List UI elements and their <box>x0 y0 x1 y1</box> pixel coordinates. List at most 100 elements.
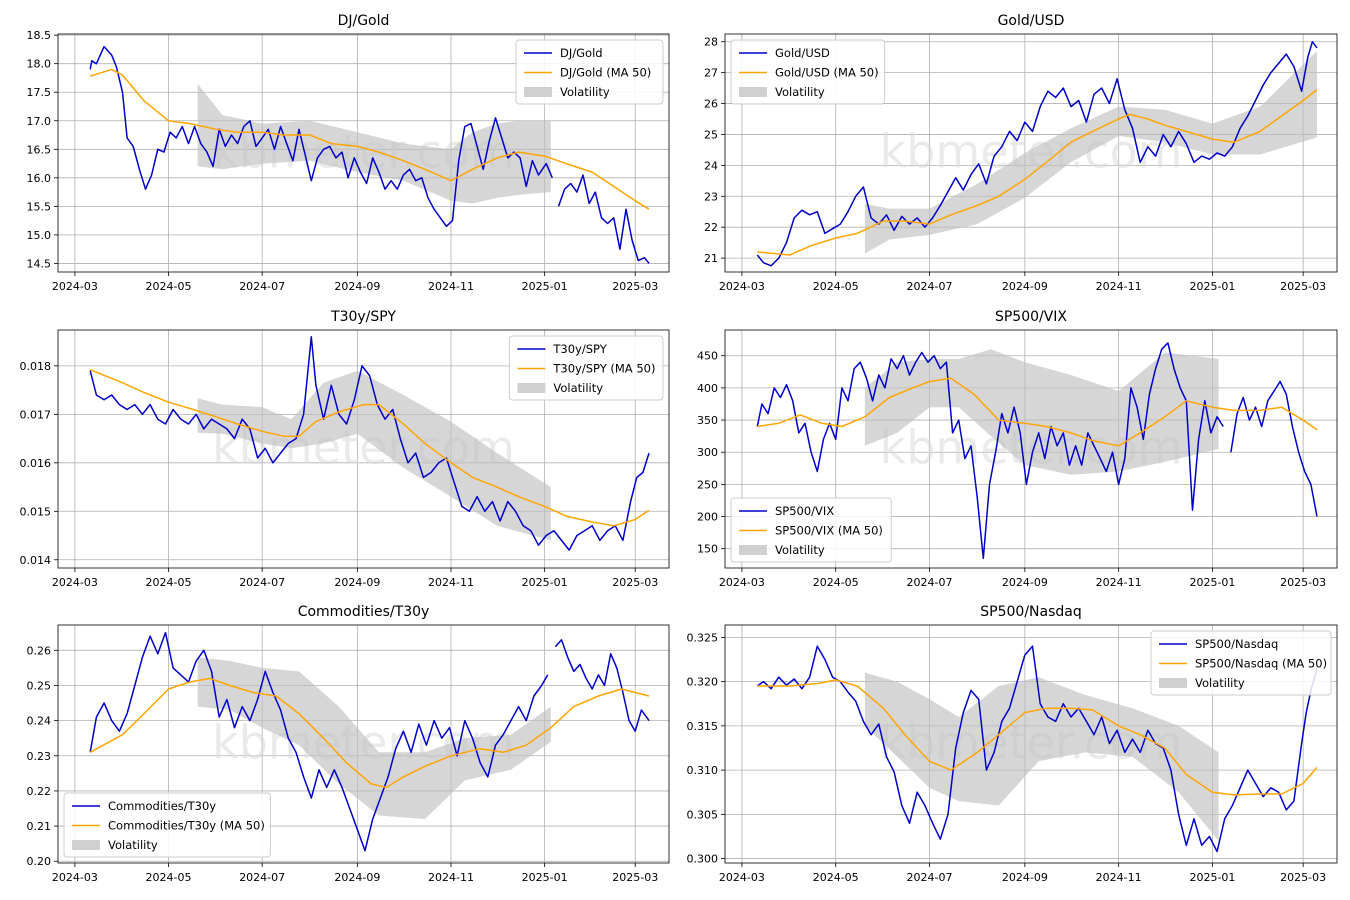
series-line <box>89 336 650 551</box>
plot-frame <box>724 329 1338 569</box>
x-tick-label: 2024-05 <box>146 871 192 884</box>
y-tick-label: 0.305 <box>687 808 719 821</box>
y-tick-label: 15.5 <box>27 200 52 213</box>
series-line <box>89 45 553 228</box>
legend-swatch-band <box>739 87 767 97</box>
y-tick-label: 0.315 <box>687 720 719 733</box>
x-tick-label: 2024-07 <box>239 280 285 293</box>
x-tick-label: 2025-03 <box>612 280 658 293</box>
y-tick-label: 300 <box>697 446 718 459</box>
x-tick-label: 2025-03 <box>1280 280 1326 293</box>
legend-swatch-band <box>524 87 552 97</box>
plot-area: kbmeter.com <box>89 631 650 852</box>
legend-box <box>515 39 664 105</box>
legend-label: Volatility <box>108 838 158 852</box>
moving-average-line <box>757 377 1318 447</box>
y-tick-label: 0.24 <box>27 715 52 728</box>
legend-label: SP500/VIX <box>775 504 834 518</box>
y-tick-label: 23 <box>704 190 718 203</box>
chart-panel: Gold/USD 2024-03 2024-05 2024-07 2024-09 2024… <box>704 13 1338 293</box>
y-tick-label: 21 <box>704 252 718 265</box>
series-line <box>756 645 1318 853</box>
y-tick-label: 0.310 <box>687 764 719 777</box>
x-tick-label: 2024-05 <box>146 280 192 293</box>
y-tick-label: 14.5 <box>27 257 52 270</box>
y-tick-label: 0.21 <box>27 820 52 833</box>
plot-frame <box>724 33 1338 273</box>
y-tick-label: 0.300 <box>687 853 719 866</box>
x-tick-label: 2024-05 <box>813 280 859 293</box>
y-tick-label: 0.014 <box>20 554 52 567</box>
y-tick-label: 16.5 <box>27 143 52 156</box>
x-tick-label: 2024-09 <box>334 871 380 884</box>
x-tick-label: 2024-07 <box>239 576 285 589</box>
x-tick-label: 2024-11 <box>1096 576 1142 589</box>
x-tick-label: 2025-03 <box>612 576 658 589</box>
moving-average-line <box>757 679 1318 796</box>
y-tick-label: 0.325 <box>687 631 719 644</box>
x-tick-label: 2024-03 <box>719 576 765 589</box>
series-line <box>554 639 650 732</box>
plot-frame <box>724 624 1338 864</box>
y-tick-label: 15.0 <box>27 229 52 242</box>
x-tick-label: 2025-01 <box>1189 576 1235 589</box>
legend: SP500/Nasdaq SP500/Nasdaq (MA 50) Volatili… <box>1150 630 1332 696</box>
legend: Gold/USD Gold/USD (MA 50) Volatility <box>730 39 886 105</box>
series-line <box>756 40 1318 267</box>
y-tick-label: 25 <box>704 128 718 141</box>
legend-label: Commodities/T30y (MA 50) <box>108 819 265 833</box>
y-tick-label: 0.015 <box>20 505 52 518</box>
plot-area: kbmeter.com <box>89 336 650 551</box>
volatility-band <box>197 83 551 204</box>
legend-swatch-band <box>517 383 546 393</box>
x-tick-label: 2024-09 <box>1002 576 1048 589</box>
x-tick-label: 2024-11 <box>1096 280 1142 293</box>
x-tick-label: 2025-03 <box>612 871 658 884</box>
x-tick-label: 2024-07 <box>907 280 953 293</box>
plot-area: kbmeter.com <box>756 342 1318 560</box>
y-tick-label: 16.0 <box>27 172 52 185</box>
plot-area: kbmeter.com <box>756 645 1318 853</box>
legend-swatch-band <box>739 545 767 555</box>
x-tick-label: 2024-09 <box>1002 871 1048 884</box>
legend-label: SP500/VIX (MA 50) <box>775 524 883 538</box>
y-tick-label: 28 <box>704 36 718 49</box>
x-tick-label: 2025-01 <box>522 871 568 884</box>
x-tick-label: 2024-09 <box>1002 280 1048 293</box>
chart-panel: SP500/VIX 2024-03 2024-05 2024-07 2024-09 202… <box>697 309 1338 589</box>
y-tick-label: 0.22 <box>27 785 52 798</box>
legend: DJ/Gold DJ/Gold (MA 50) Volatility <box>515 39 664 105</box>
chart-title: Gold/USD <box>998 13 1065 29</box>
legend-box <box>1150 630 1332 696</box>
chart-panel: Commodities/T30y 2024-03 2024-05 2024-07 202… <box>27 604 670 884</box>
y-tick-label: 0.016 <box>20 457 52 470</box>
y-tick-label: 26 <box>704 98 718 111</box>
x-tick-label: 2024-03 <box>719 871 765 884</box>
legend-label: Volatility <box>775 543 825 557</box>
legend-label: T30y/SPY (MA 50) <box>552 362 655 376</box>
y-tick-label: 0.26 <box>27 644 52 657</box>
moving-average-line <box>89 68 650 210</box>
chart-panel: SP500/Nasdaq 2024-03 2024-05 2024-07 2024-09… <box>687 604 1338 884</box>
x-tick-label: 2025-03 <box>1280 871 1326 884</box>
legend-box <box>508 335 664 401</box>
legend-label: Volatility <box>560 85 610 99</box>
moving-average-line <box>757 89 1318 256</box>
legend-box <box>730 497 892 563</box>
chart-title: SP500/VIX <box>995 309 1067 325</box>
y-tick-label: 350 <box>697 414 718 427</box>
volatility-band <box>864 672 1219 841</box>
x-tick-label: 2025-01 <box>1189 280 1235 293</box>
plot-area: kbmeter.com <box>89 45 650 264</box>
series-line <box>1230 380 1318 517</box>
legend-label: Volatility <box>553 381 603 395</box>
plot-area: kbmeter.com <box>756 40 1318 267</box>
volatility-band <box>197 370 551 541</box>
series-line <box>756 342 1224 560</box>
legend-label: SP500/Nasdaq (MA 50) <box>1195 657 1327 671</box>
legend-box <box>730 39 886 105</box>
y-tick-label: 0.20 <box>27 855 52 868</box>
plot-frame <box>57 329 670 569</box>
legend: T30y/SPY T30y/SPY (MA 50) Volatility <box>508 335 664 401</box>
